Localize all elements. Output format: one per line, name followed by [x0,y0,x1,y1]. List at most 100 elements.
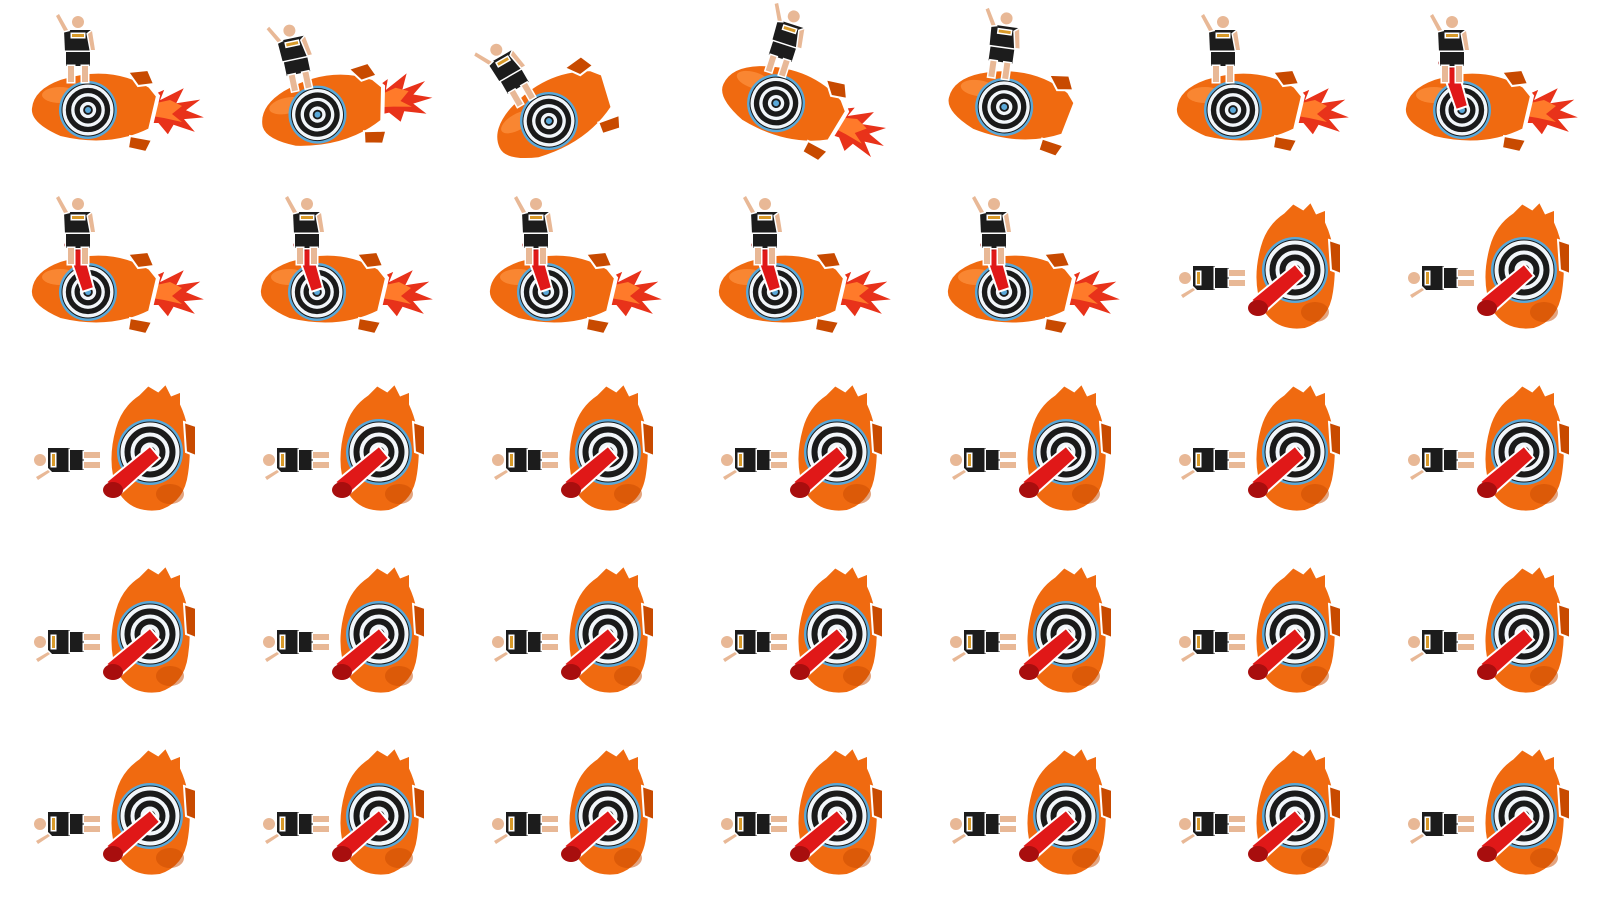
target-icon [975,77,1034,136]
plunger-dart [561,626,620,680]
plunger-dart [332,626,391,680]
plunger-dart [1477,626,1536,680]
sprite-frame [458,728,687,910]
sprite-frame-art [719,742,884,879]
plunger-dart [1477,808,1536,862]
person-figure [490,446,560,483]
plunger-dart [103,444,162,498]
sprite-frame-art [1177,560,1342,697]
person-figure [970,193,1013,266]
sprite-frame-art [714,193,896,336]
sprite-frame [1145,364,1374,546]
plunger-dart [561,808,620,862]
plunger-dart [1248,262,1307,316]
person-figure [32,446,102,483]
target-icon [975,263,1033,321]
person-figure [472,42,537,109]
sprite-frame-art [1406,196,1571,333]
sprite-frame-art [719,560,884,697]
sprite-frame [1374,0,1603,182]
sprite-frame [1145,728,1374,910]
sprite-frame [458,364,687,546]
sprite-frame [687,728,916,910]
sprite-frame-art [1177,742,1342,879]
flame-icon [147,265,209,320]
plunger-dart [103,626,162,680]
person-figure [948,810,1018,847]
plunger-dart [1477,262,1536,316]
plunger-dart [332,808,391,862]
sprite-frame-art [1177,196,1342,333]
sprite-frame [916,546,1145,728]
sprite-frame-art [32,560,197,697]
sprite-frame [0,0,229,182]
sprite-frame [1145,546,1374,728]
target-icon [1433,81,1491,139]
sprite-frame-art [490,560,655,697]
person-figure [1177,628,1247,665]
person-figure [1428,11,1471,84]
plunger-dart [1477,444,1536,498]
sprite-frame [687,546,916,728]
sprite-frame [916,728,1145,910]
flame-icon [834,265,896,320]
person-figure [1406,446,1476,483]
person-figure [741,193,784,266]
person-figure [261,446,331,483]
person-figure [32,810,102,847]
person-figure [763,1,807,79]
sprite-frame [687,182,916,364]
sprite-frame [687,0,916,182]
person-figure [948,628,1018,665]
sprite-frame [1145,0,1374,182]
person-figure [54,11,97,84]
plunger-dart [561,444,620,498]
sprite-frame [458,182,687,364]
person-figure [1406,264,1476,301]
target-icon [288,85,347,144]
person-figure [261,810,331,847]
sprite-frame-art [1177,378,1342,515]
sprite-frame [916,364,1145,546]
sprite-frame-art [1406,560,1571,697]
flame-icon [1063,265,1125,320]
sprite-frame-art [1172,11,1354,154]
sprite-frame [1145,182,1374,364]
sprite-frame-art [948,560,1113,697]
plunger-dart [332,444,391,498]
sprite-frame [458,546,687,728]
flame-icon [372,68,437,126]
person-figure [32,628,102,665]
target-icon [517,263,575,321]
person-figure [490,810,560,847]
sprite-frame-art [32,742,197,879]
sprite-frame-art [258,23,437,150]
sprite-frame [458,0,687,182]
sprite-frame [229,364,458,546]
sprite-frame-art [27,11,209,154]
target-icon [746,263,804,321]
sprite-frame-art [1406,378,1571,515]
sprite-frame [229,182,458,364]
sprite-frame-art [948,742,1113,879]
sprite-frame [229,0,458,182]
sprite-frame [0,182,229,364]
sprite-frame [1374,364,1603,546]
plunger-dart [1248,808,1307,862]
plunger-dart [1248,626,1307,680]
person-figure [719,446,789,483]
person-figure [264,23,314,94]
flame-icon [376,265,438,320]
sprite-frame [916,0,1145,182]
sprite-frame-art [261,560,426,697]
sprite-frame-art [1401,11,1583,154]
sprite-frame [916,182,1145,364]
target-icon [747,74,806,133]
person-figure [1406,628,1476,665]
sprite-frame-art [485,193,667,336]
flame-icon [1292,83,1354,138]
plunger-dart [790,808,849,862]
sprite-frame [229,728,458,910]
sprite-frame [0,546,229,728]
